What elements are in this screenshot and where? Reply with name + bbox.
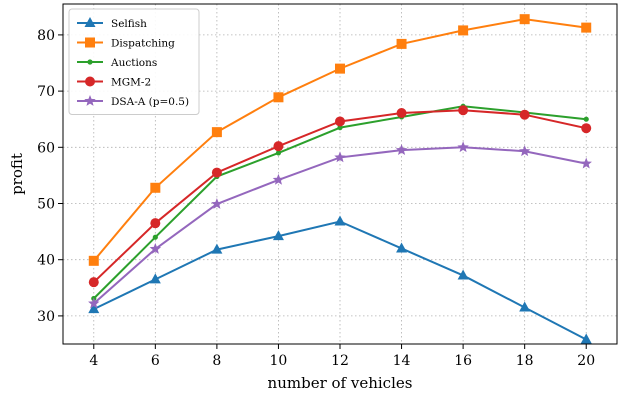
legend-item: Selfish <box>77 17 147 30</box>
y-tick-label: 40 <box>37 253 55 269</box>
data-point <box>211 167 222 178</box>
series-selfish <box>88 215 592 344</box>
y-tick-label: 70 <box>37 84 55 100</box>
legend-item: Auctions <box>77 57 157 69</box>
legend-marker <box>85 76 95 87</box>
data-point <box>580 333 592 344</box>
x-tick-label: 16 <box>454 353 472 369</box>
axes: 4 6 8 10 12 14 16 18 20 30 40 50 60 70 80 <box>37 28 595 369</box>
legend-item: DSA-A (p=0.5) <box>77 95 189 108</box>
y-axis-title: profit <box>8 153 26 195</box>
x-tick-label: 6 <box>151 353 160 369</box>
data-point <box>395 144 408 155</box>
x-tick-label: 4 <box>89 353 98 369</box>
data-point <box>272 173 285 185</box>
series-line <box>93 105 587 300</box>
data-point <box>211 198 223 209</box>
legend-marker <box>85 37 95 48</box>
x-tick-label: 20 <box>577 353 595 369</box>
data-point <box>150 182 161 193</box>
data-point <box>152 234 158 240</box>
data-point <box>581 123 592 134</box>
legend-label: Dispatching <box>111 38 175 50</box>
data-point <box>458 105 469 116</box>
y-tick-label: 80 <box>37 28 55 44</box>
legend-label: Selfish <box>111 18 147 30</box>
legend-label: DSA-A (p=0.5) <box>111 96 189 108</box>
x-tick-label: 18 <box>516 353 534 369</box>
data-point <box>519 109 530 120</box>
legend-label: Auctions <box>110 57 157 69</box>
grid <box>63 4 617 344</box>
data-point <box>519 14 530 25</box>
series-dispatching <box>88 14 592 266</box>
data-point <box>273 92 284 103</box>
legend-marker <box>84 95 96 106</box>
y-tick-label: 50 <box>37 197 55 213</box>
series-mgm-2 <box>88 105 592 288</box>
data-point <box>275 150 282 156</box>
x-tick-label: 14 <box>393 353 411 369</box>
data-point <box>580 157 592 169</box>
data-point <box>396 242 408 253</box>
data-point <box>88 297 100 309</box>
legend-item: Dispatching <box>77 37 175 50</box>
data-point <box>457 141 469 153</box>
series-dsa-a-p-0-5- <box>88 141 592 309</box>
data-point <box>396 108 407 119</box>
data-point <box>519 301 531 312</box>
data-point <box>335 116 345 127</box>
y-tick-label: 60 <box>37 140 55 156</box>
data-point <box>211 127 222 138</box>
data-point <box>88 277 99 288</box>
x-tick-label: 12 <box>331 353 349 369</box>
data-point <box>334 151 346 163</box>
legend-box <box>68 8 200 115</box>
data-point <box>457 269 469 280</box>
y-tick-label: 30 <box>37 309 55 325</box>
data-point <box>518 145 531 157</box>
data-point <box>273 141 284 152</box>
data-point <box>335 63 345 74</box>
legend-marker <box>87 59 93 65</box>
legend-item: MGM-2 <box>77 76 151 89</box>
data-point <box>583 116 589 122</box>
data-point <box>272 230 284 241</box>
data-point <box>458 25 469 36</box>
legend: Selfish Dispatching Auctions MGM-2 DSA-A (p=… <box>68 8 200 115</box>
data-point <box>88 255 99 266</box>
data-point <box>337 125 343 131</box>
legend-label: MGM-2 <box>111 77 151 89</box>
data-point <box>149 273 161 284</box>
data-point <box>88 303 100 314</box>
legend-marker <box>84 17 96 27</box>
x-axis-title: number of vehicles <box>268 374 413 392</box>
x-tick-label: 10 <box>270 353 288 369</box>
data-point <box>211 243 223 254</box>
x-tick-label: 8 <box>212 353 221 369</box>
data-point <box>334 215 346 226</box>
data-point <box>149 243 162 254</box>
data-point <box>581 22 592 33</box>
data-point <box>396 38 407 49</box>
data-point <box>150 218 161 229</box>
series-layer <box>88 14 592 344</box>
